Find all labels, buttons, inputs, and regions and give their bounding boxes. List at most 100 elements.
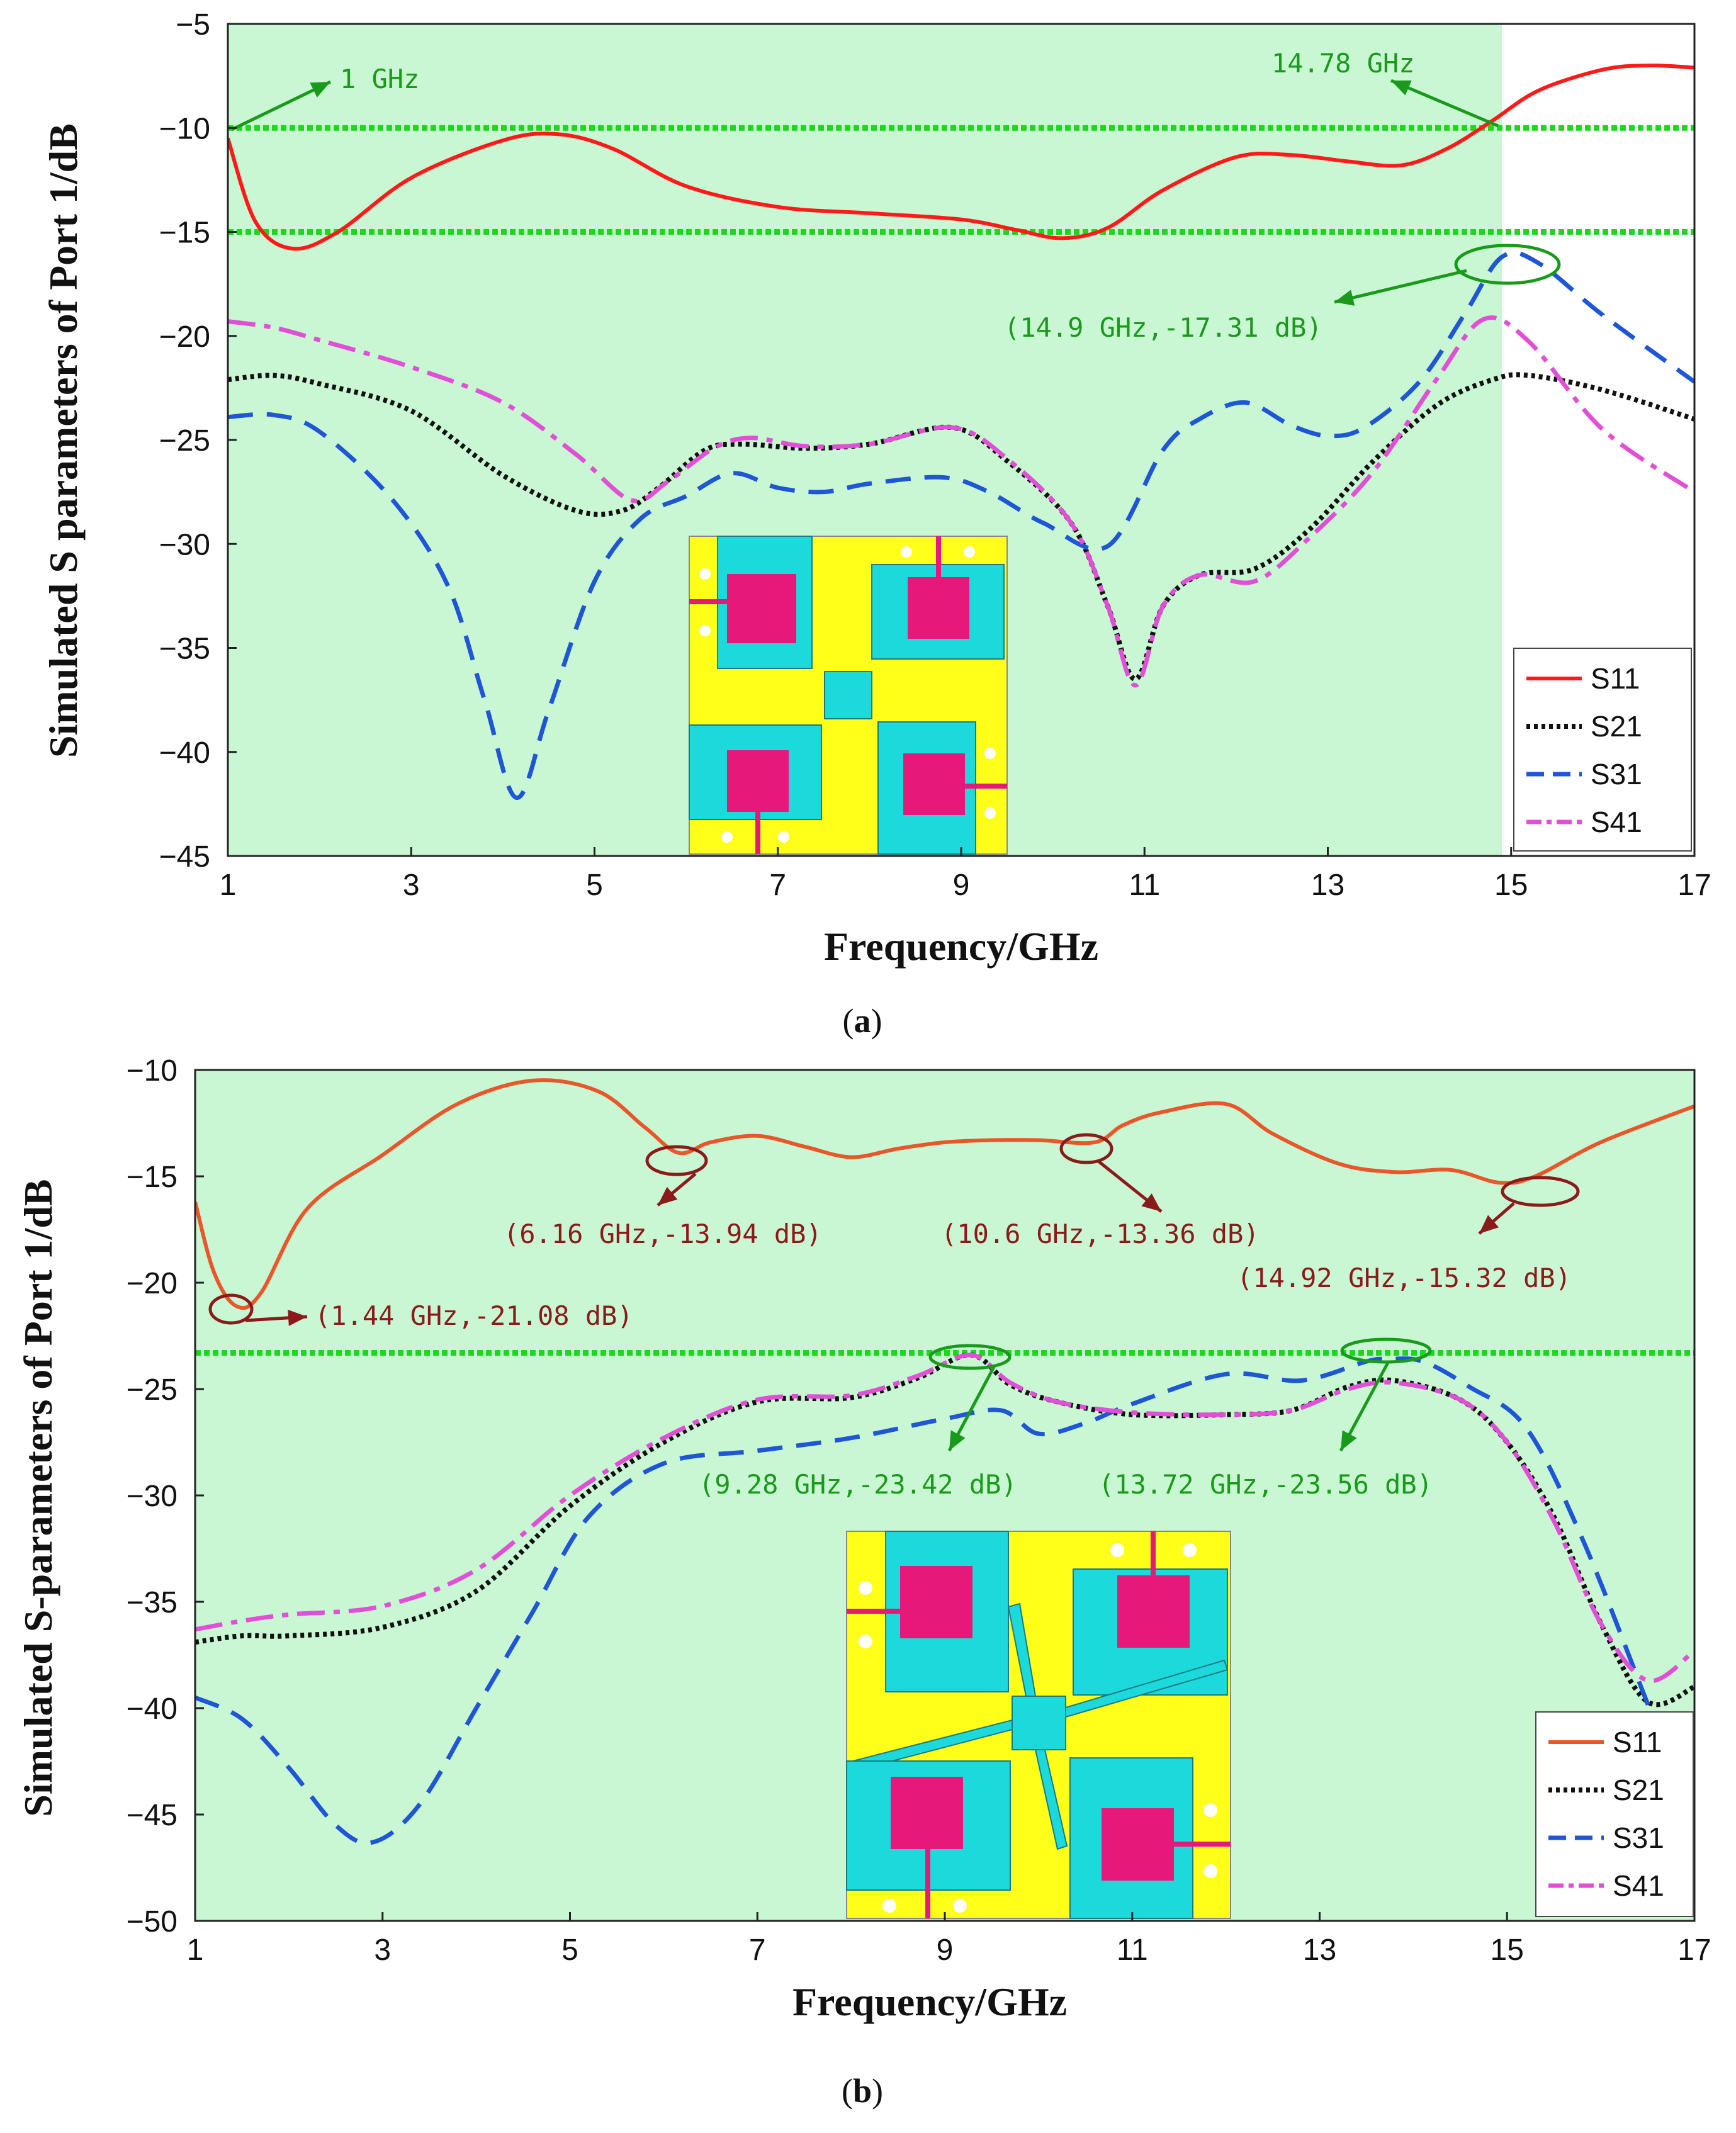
- chart-a-annotation-arrowhead-0: [310, 82, 330, 98]
- chart-b-ytick-label: −20: [127, 1267, 178, 1300]
- chart-b-annotation-ellipse-4: [928, 1344, 1012, 1370]
- chart-b-xtick-label: 3: [374, 1933, 391, 1967]
- chart-a-legend-label-s11: S11: [1591, 662, 1640, 695]
- chart-b-ytick-label: −30: [127, 1480, 178, 1513]
- chart-a-annotations: 1 GHz 14.78 GHz (14.9 GHz,-17.31 dB): [230, 48, 1561, 343]
- chart-b-legend-label-s31: S31: [1613, 1821, 1664, 1854]
- chart-b-annotation-ellipse-1: [645, 1145, 708, 1176]
- chart-b-annotation-arrowhead-1: [658, 1186, 678, 1205]
- chart-a-xlabel: Frequency/GHz: [824, 924, 1098, 969]
- chart-b-legend-label-s11: S11: [1613, 1726, 1662, 1759]
- chart-a-annotation-label-1: 14.78 GHz: [1271, 48, 1415, 79]
- chart-b-annotation-label-4: (9.28 GHz,-23.42 dB): [699, 1469, 1017, 1500]
- chart-a-caption: (a): [843, 1002, 882, 1040]
- chart-b-legend: S11 S21 S31 S41: [1535, 1711, 1694, 1917]
- chart-b-series: [195, 1078, 1694, 1845]
- chart-a-ytick-label: −25: [159, 424, 210, 458]
- chart-a-ref-lines: [228, 125, 1694, 235]
- chart-b-annotation-label-0: (1.44 GHz,-21.08 dB): [315, 1300, 633, 1331]
- chart-a-series: [228, 64, 1694, 800]
- chart-a-xtick-label: 9: [953, 869, 970, 902]
- chart-b-xticks: 1 3 5 7 9 11 13 15 17: [187, 1912, 1711, 1967]
- chart-b-ytick-label: −50: [127, 1905, 178, 1939]
- chart-a-caption-letter: a: [854, 1002, 871, 1040]
- chart-b-annotation-label-1: (6.16 GHz,-13.94 dB): [504, 1218, 822, 1249]
- chart-a-ytick-label: −40: [159, 736, 210, 770]
- chart-b-ytick-label: −45: [127, 1799, 178, 1832]
- chart-b-yticks: −10 −15 −20 −25 −30 −35 −40 −45 −50: [127, 1054, 204, 1939]
- chart-a-legend: S11 S21 S31 S41: [1513, 648, 1692, 852]
- chart-a-xtick-label: 11: [1129, 869, 1160, 902]
- chart-b-ytick-label: −10: [127, 1054, 178, 1088]
- chart-b-legend-label-s41: S41: [1613, 1869, 1664, 1902]
- chart-b-series-s31: [195, 1356, 1694, 1845]
- chart-b-xtick-label: 11: [1117, 1933, 1148, 1967]
- chart-b-series-s11: [195, 1078, 1694, 1310]
- chart-b-annotation-arrowhead-2: [1141, 1193, 1161, 1212]
- chart-a-ylabel: Simulated S parameters of Port 1/dB: [41, 123, 86, 758]
- chart-b-annotation-arrowhead-5: [1341, 1430, 1357, 1451]
- chart-a-antenna-inset: [689, 536, 1008, 855]
- chart-a-series-s11: [228, 64, 1694, 251]
- chart-a-annotation-arrow-1: [1390, 79, 1499, 128]
- chart-a-annotation-ellipse-2: [1454, 244, 1561, 285]
- chart-b-xlabel: Frequency/GHz: [792, 1979, 1067, 2024]
- chart-b-ytick-label: −40: [127, 1692, 178, 1726]
- chart-a-xtick-label: 17: [1677, 869, 1711, 902]
- chart-b-ytick-label: −15: [127, 1161, 178, 1194]
- chart-a-xtick-label: 13: [1311, 869, 1344, 902]
- chart-b-series-s41: [195, 1353, 1694, 1684]
- chart-a-ytick-label: −35: [159, 633, 210, 666]
- chart-b-xtick-label: 17: [1677, 1933, 1711, 1967]
- chart-a-xtick-label: 1: [220, 869, 237, 902]
- chart-b-annotation-arrowhead-4: [949, 1430, 966, 1451]
- chart-b-annotation-ellipse-0: [208, 1293, 254, 1325]
- chart-b-ytick-label: −35: [127, 1586, 178, 1619]
- chart-a-annotation-arrowhead-1: [1391, 80, 1412, 96]
- chart-a-annotation-label-2: (14.9 GHz,-17.31 dB): [1004, 312, 1322, 343]
- chart-b: (1.44 GHz,-21.08 dB) (6.16 GHz,-13.94 dB)…: [16, 1054, 1711, 2110]
- chart-b-legend-label-s21: S21: [1613, 1774, 1664, 1806]
- chart-a-xtick-label: 3: [403, 869, 420, 902]
- chart-b-annotation-label-3: (14.92 GHz,-15.32 dB): [1237, 1263, 1571, 1293]
- chart-b-annotations: (1.44 GHz,-21.08 dB) (6.16 GHz,-13.94 dB)…: [208, 1133, 1580, 1500]
- chart-a-xtick-label: 5: [586, 869, 603, 902]
- chart-b-xtick-label: 15: [1491, 1933, 1524, 1967]
- chart-a-legend-label-s31: S31: [1591, 758, 1642, 791]
- chart-b-xtick-label: 13: [1303, 1933, 1336, 1967]
- chart-a-xtick-label: 7: [769, 869, 786, 902]
- chart-b-annotation-ellipse-5: [1340, 1337, 1432, 1364]
- chart-b-annotation-ellipse-3: [1501, 1176, 1580, 1207]
- chart-b-ylabel: Simulated S-parameters of Port 1/dB: [16, 1179, 60, 1816]
- chart-a-legend-label-s41: S41: [1591, 806, 1642, 838]
- chart-b-xtick-label: 9: [937, 1933, 954, 1967]
- chart-a-annotation-arrow-2: [1334, 269, 1467, 304]
- chart-b-legend-box: [1535, 1711, 1694, 1917]
- chart-a-ytick-label: −10: [159, 112, 210, 145]
- chart-a-annotation-label-0: 1 GHz: [340, 64, 419, 94]
- chart-a-xticks: 1 3 5 7 9 11 13 15 17: [220, 847, 1711, 902]
- chart-b-caption: (b): [842, 2072, 883, 2110]
- chart-b-ytick-label: −25: [127, 1373, 178, 1407]
- chart-a-ytick-label: −45: [159, 840, 210, 874]
- chart-a-ytick-label: −5: [176, 8, 210, 42]
- chart-a-legend-label-s21: S21: [1591, 710, 1642, 743]
- chart-b-annotation-label-2: (10.6 GHz,-13.36 dB): [941, 1218, 1260, 1249]
- chart-a-series-s31: [228, 250, 1694, 800]
- chart-a-series-s41: [228, 315, 1694, 688]
- chart-a-ytick-label: −20: [159, 320, 210, 354]
- chart-a-series-s21: [228, 372, 1694, 682]
- chart-b-xtick-label: 5: [561, 1933, 578, 1967]
- chart-a-yticks: −5 −10 −15 −20 −25 −30 −35 −40 −45: [159, 8, 237, 874]
- chart-a-legend-box: [1513, 648, 1692, 852]
- chart-b-annotation-ellipse-2: [1059, 1133, 1113, 1164]
- chart-b-annotation-arrowhead-0: [288, 1309, 307, 1326]
- chart-b-xtick-label: 7: [749, 1933, 766, 1967]
- chart-a-annotation-arrowhead-2: [1334, 290, 1355, 306]
- chart-a-ytick-label: −30: [159, 528, 210, 561]
- chart-b-annotation-label-5: (13.72 GHz,-23.56 dB): [1098, 1469, 1433, 1500]
- chart-b-caption-letter: b: [853, 2072, 872, 2110]
- chart-b-xtick-label: 1: [187, 1933, 204, 1967]
